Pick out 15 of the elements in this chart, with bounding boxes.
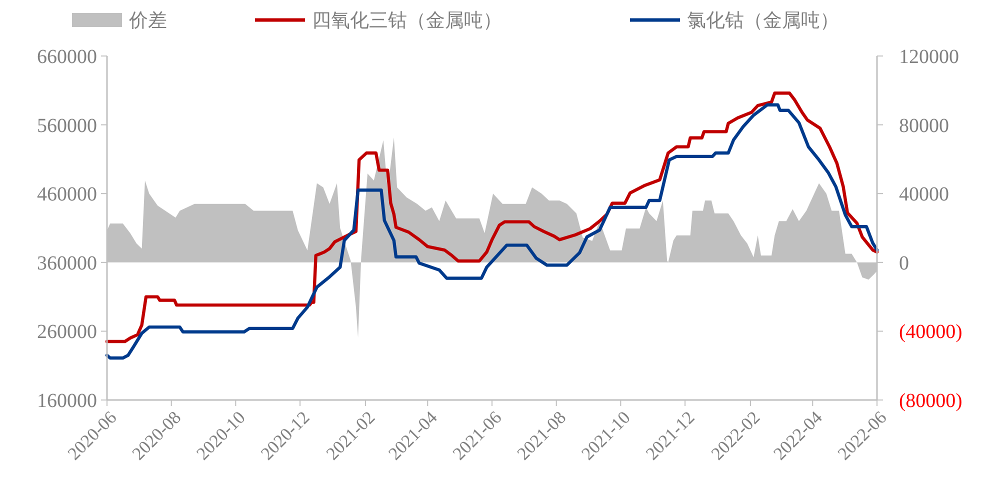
legend-label: 价差 — [128, 10, 167, 32]
legend-label: 四氧化三钴（金属吨） — [312, 10, 502, 32]
y2-tick-label: 120000 — [899, 46, 959, 68]
y2-tick-label: (40000) — [899, 321, 962, 344]
y2-tick-label: (80000) — [899, 390, 962, 412]
legend-label: 氯化钴（金属吨） — [687, 10, 839, 32]
y-tick-label: 660000 — [37, 46, 97, 68]
y2-tick-label: 40000 — [899, 184, 949, 206]
y-tick-label: 460000 — [37, 184, 97, 206]
y-tick-label: 360000 — [37, 252, 97, 274]
y-tick-label: 160000 — [37, 390, 97, 412]
y-tick-label: 260000 — [37, 321, 97, 344]
y2-tick-label: 80000 — [899, 114, 949, 137]
y-tick-label: 560000 — [37, 114, 97, 137]
y2-tick-label: 0 — [899, 252, 909, 274]
